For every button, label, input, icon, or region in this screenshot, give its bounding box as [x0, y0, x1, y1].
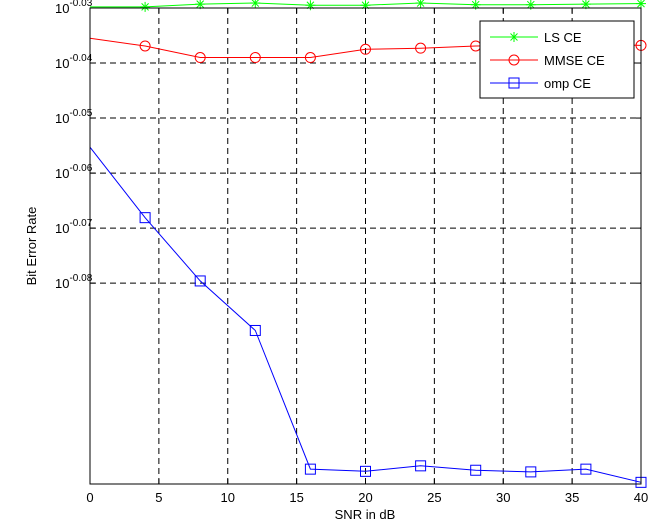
series-line: [89, 146, 642, 483]
data-point-circle: [304, 52, 316, 64]
data-point-asterisk: [415, 0, 426, 9]
legend-label: LS CE: [544, 30, 582, 45]
series-ls-ce: [90, 0, 646, 12]
asterisk-stroke: [471, 0, 480, 9]
asterisk-stroke: [251, 0, 260, 7]
data-point-circle: [139, 40, 151, 52]
data-point-square: [470, 464, 482, 476]
data-point-circle: [415, 42, 427, 54]
x-tick-label: 5: [155, 490, 162, 505]
data-point-circle: [249, 52, 261, 64]
data-point-asterisk: [470, 0, 481, 10]
asterisk-stroke: [196, 0, 205, 9]
x-tick-label: 40: [634, 490, 648, 505]
data-point-asterisk: [140, 1, 151, 12]
asterisk-stroke: [526, 0, 535, 9]
asterisk-stroke: [416, 0, 425, 7]
legend-entry: omp CE: [490, 76, 591, 91]
data-point-square: [525, 466, 537, 478]
legend-entry: MMSE CE: [490, 53, 605, 68]
x-tick-label: 20: [358, 490, 372, 505]
x-tick-label: 30: [496, 490, 510, 505]
asterisk-stroke: [510, 33, 518, 41]
data-point-square: [249, 324, 261, 336]
data-point-square: [415, 460, 427, 472]
legend: LS CE MMSE CE omp CE: [479, 20, 635, 99]
series-omp-ce: [89, 146, 647, 488]
data-point-asterisk: [636, 0, 646, 9]
x-tick-label: 35: [565, 490, 579, 505]
data-point-square: [194, 275, 206, 287]
data-point-square: [139, 212, 151, 224]
x-tick-label: 25: [427, 490, 441, 505]
y-tick-label: 10-0.06: [55, 163, 93, 181]
asterisk-stroke: [141, 3, 149, 11]
ticks: 0 5 10 15 20 25 30 35 40 10-0.03 10-0.04 10-0.05 10-…: [55, 0, 648, 505]
data-point-asterisk: [195, 0, 206, 10]
series-layer: [89, 0, 647, 488]
y-tick-label: 10-0.07: [55, 218, 93, 236]
data-point-circle: [194, 52, 206, 64]
y-tick-label: 10-0.08: [55, 273, 93, 291]
y-axis-label: Bit Error Rate: [24, 207, 39, 286]
x-tick-label: 0: [86, 490, 93, 505]
legend-label: omp CE: [544, 76, 591, 91]
data-point-square: [304, 463, 316, 475]
data-point-square: [508, 77, 520, 89]
data-point-asterisk: [250, 0, 261, 9]
y-tick-label: 10-0.05: [55, 108, 93, 126]
x-axis-label: SNR in dB: [335, 507, 396, 522]
x-tick-label: 10: [221, 490, 235, 505]
data-point-square: [580, 463, 592, 475]
asterisk-stroke: [637, 0, 645, 8]
legend-label: MMSE CE: [544, 53, 605, 68]
data-point-circle: [508, 54, 520, 66]
data-point-circle: [360, 43, 371, 55]
data-point-square: [360, 465, 371, 477]
x-tick-label: 15: [289, 490, 303, 505]
legend-box: [479, 20, 635, 99]
asterisk-stroke: [582, 0, 590, 9]
data-point-asterisk: [580, 0, 591, 10]
y-tick-label: 10-0.03: [55, 0, 93, 16]
y-tick-label: 10-0.04: [55, 53, 93, 71]
data-point-asterisk: [509, 32, 519, 42]
data-point-asterisk: [305, 0, 316, 11]
legend-entry: LS CE: [490, 30, 582, 45]
